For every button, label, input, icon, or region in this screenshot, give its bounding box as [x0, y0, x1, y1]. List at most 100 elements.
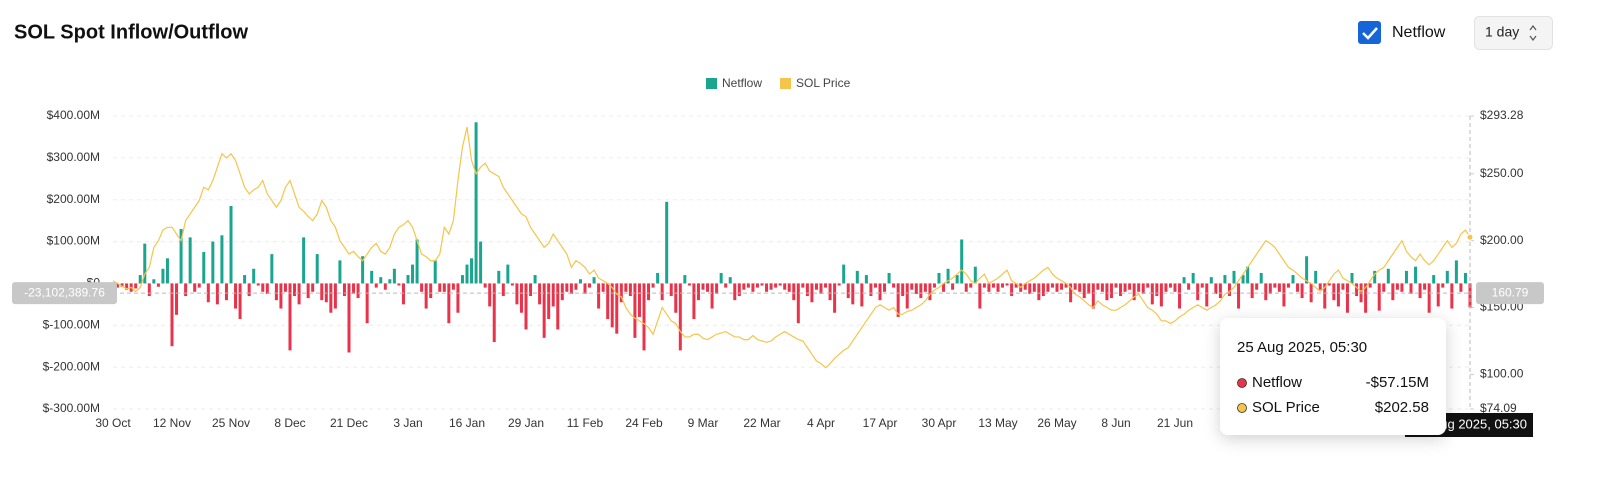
- bar: [678, 283, 682, 351]
- bar: [1364, 283, 1368, 313]
- bar: [383, 283, 387, 290]
- bar: [451, 283, 455, 290]
- bar: [787, 283, 791, 292]
- bar: [220, 235, 224, 284]
- bar: [774, 283, 778, 288]
- bar: [1073, 283, 1077, 290]
- bar: [510, 283, 514, 286]
- bar: [1386, 268, 1390, 284]
- bar: [615, 283, 619, 334]
- bar: [565, 283, 569, 292]
- bar: [424, 283, 428, 309]
- bar: [1282, 283, 1286, 307]
- bar: [1305, 256, 1309, 284]
- checkbox-label[interactable]: Netflow: [1392, 24, 1446, 41]
- legend-swatch: [780, 78, 792, 89]
- bar: [234, 283, 238, 309]
- bar: [1468, 283, 1472, 308]
- bar: [674, 283, 678, 313]
- bar: [1150, 283, 1154, 305]
- chart-title: SOL Spot Inflow/Outflow: [14, 21, 248, 43]
- bar: [342, 283, 346, 296]
- y2-tick-label: $200.00: [1480, 233, 1524, 247]
- y-tick-label: $-200.00M: [43, 359, 100, 373]
- bar: [687, 283, 691, 286]
- bar: [592, 277, 596, 284]
- bar: [1223, 275, 1227, 284]
- bar: [1227, 283, 1231, 296]
- bar: [547, 283, 551, 320]
- bar: [1427, 283, 1431, 313]
- bar: [492, 283, 496, 343]
- bar: [1327, 283, 1331, 286]
- bar: [361, 256, 365, 284]
- tooltip-dot: [1237, 403, 1247, 413]
- bar: [188, 237, 192, 284]
- bar: [1345, 283, 1349, 313]
- bar: [955, 275, 959, 284]
- bar: [152, 279, 156, 284]
- bar: [760, 283, 764, 286]
- bar: [973, 266, 977, 284]
- bar: [1032, 283, 1036, 292]
- bar: [138, 275, 142, 284]
- bar: [1218, 283, 1222, 299]
- bar: [769, 283, 773, 290]
- bar: [306, 283, 310, 299]
- bar: [1164, 283, 1168, 292]
- bar: [1400, 283, 1404, 292]
- bar: [415, 239, 419, 284]
- bar: [896, 283, 900, 317]
- bar: [746, 283, 750, 288]
- bar: [1450, 283, 1454, 309]
- bar: [401, 283, 405, 305]
- crosshair-y2-label: 160.79: [1492, 285, 1529, 299]
- bar: [606, 283, 610, 320]
- bar: [538, 283, 542, 305]
- bar: [619, 283, 623, 303]
- bar: [810, 283, 814, 303]
- interval-select[interactable]: [1474, 16, 1553, 50]
- bar: [165, 258, 169, 284]
- bar: [352, 283, 356, 294]
- bar: [238, 283, 242, 320]
- bar: [1078, 283, 1082, 292]
- bar: [860, 283, 864, 307]
- bar: [601, 283, 605, 292]
- bar: [479, 241, 483, 284]
- x-tick-label: 30 Apr: [922, 416, 957, 430]
- bar: [569, 283, 573, 294]
- bar: [706, 283, 710, 292]
- x-tick-label: 21 Dec: [330, 416, 368, 430]
- bar: [710, 283, 714, 309]
- bar: [869, 283, 873, 296]
- bar: [597, 283, 601, 309]
- bar: [610, 283, 614, 328]
- bar: [928, 283, 932, 301]
- tooltip: [1220, 318, 1446, 435]
- bar: [1046, 283, 1050, 292]
- bar: [193, 283, 197, 292]
- bar: [433, 260, 437, 284]
- bar: [297, 283, 301, 305]
- bar: [1332, 283, 1336, 301]
- bar: [120, 283, 124, 287]
- x-tick-label: 4 Apr: [807, 416, 835, 430]
- bar: [683, 275, 687, 284]
- checkbox[interactable]: [1358, 21, 1381, 44]
- bar: [751, 283, 755, 292]
- bar: [633, 283, 637, 338]
- bar: [991, 283, 995, 288]
- bar: [1196, 283, 1200, 301]
- bar: [1454, 260, 1458, 284]
- bar: [392, 268, 396, 284]
- bar: [828, 283, 832, 301]
- bar: [801, 283, 805, 288]
- bar: [1060, 283, 1064, 290]
- x-tick-label: 22 Mar: [743, 416, 780, 430]
- bar: [202, 252, 206, 284]
- bar: [197, 283, 201, 288]
- bar: [333, 283, 337, 309]
- bar: [733, 283, 737, 301]
